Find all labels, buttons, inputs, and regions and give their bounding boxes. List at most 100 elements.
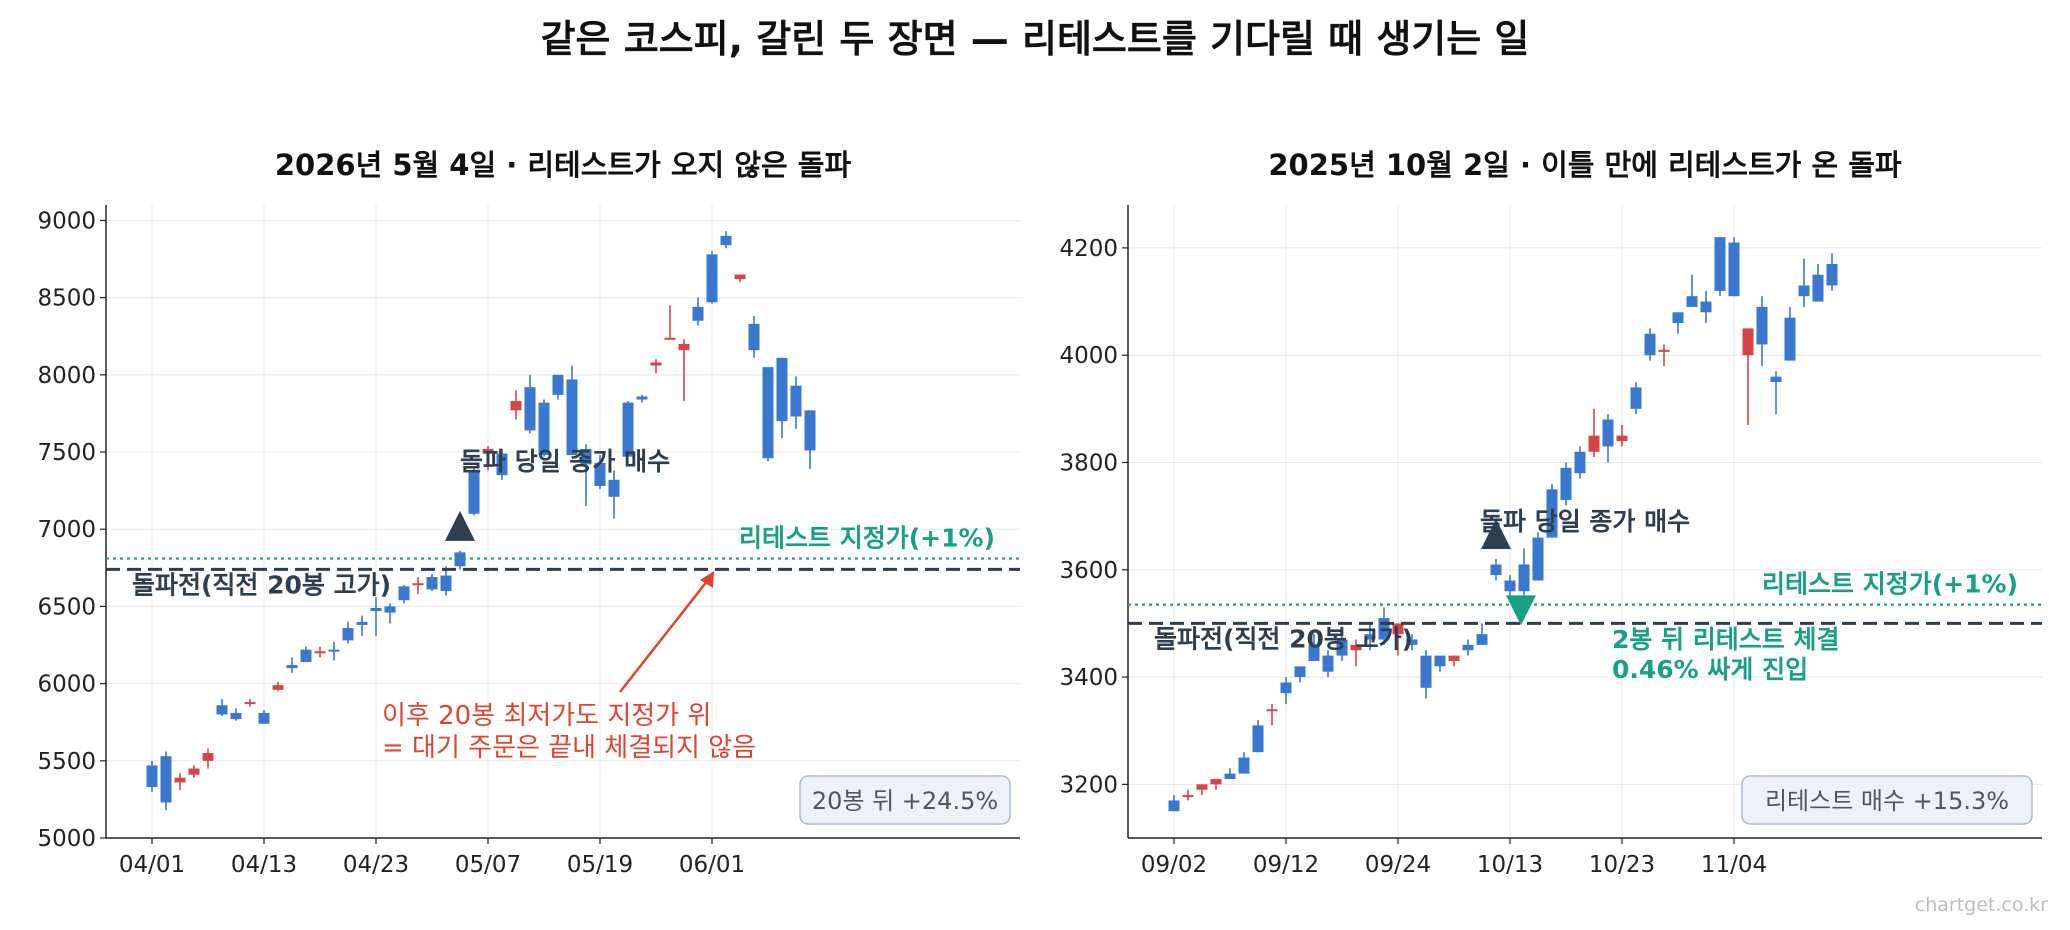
y-tick-label: 6000 [37, 672, 96, 698]
candle-body [426, 577, 438, 590]
candle [1182, 789, 1194, 801]
candle-body [468, 470, 480, 514]
candle [160, 751, 172, 811]
candle-body [1560, 467, 1572, 501]
candle [650, 359, 662, 374]
y-tick-label: 3200 [1059, 772, 1118, 798]
candle-body [734, 274, 746, 280]
candle-body [748, 323, 760, 351]
candle [482, 445, 494, 471]
main-title: 같은 코스피, 갈린 두 장면 — 리테스트를 기다릴 때 생기는 일 [540, 17, 1530, 61]
candle [1210, 778, 1222, 790]
candle-body [1672, 312, 1684, 324]
panel-title: 2026년 5월 4일 · 리테스트가 오지 않은 돌파 [275, 148, 852, 182]
candle [1322, 650, 1334, 678]
breakout-level-label: 돌파전(직전 20봉 고가) [1154, 624, 1413, 653]
candle [524, 374, 536, 434]
y-tick-label: 3600 [1059, 558, 1118, 584]
candle-body [1280, 682, 1292, 694]
candle [706, 251, 718, 304]
candle [1378, 607, 1390, 645]
candle-body [1252, 725, 1264, 753]
candle-body [692, 306, 704, 321]
candle [510, 390, 522, 420]
x-tick-label: 04/13 [231, 852, 297, 878]
candle-body [146, 765, 158, 788]
candle-body [1490, 564, 1502, 576]
x-tick-label: 09/12 [1253, 852, 1319, 878]
candle-body [216, 705, 228, 715]
candle [1532, 532, 1544, 581]
result-box [799, 775, 1011, 825]
candle-body [1476, 634, 1488, 645]
candle-body [412, 583, 424, 586]
candle [1364, 623, 1376, 651]
candle [636, 394, 648, 403]
x-tick-label: 06/01 [679, 852, 745, 878]
retest-fill-label: 2봉 뒤 리테스트 체결 [1612, 625, 1840, 654]
chart-panel-2: 3200 3400 3600 3800 4000 4200 09/02 09/12 09/24 1… [1059, 148, 2042, 878]
retest-fill-label: 0.46% 싸게 진입 [1612, 655, 1808, 684]
candle [468, 467, 480, 516]
candle [1546, 483, 1558, 538]
candle-body [1630, 387, 1642, 409]
candle [552, 374, 564, 400]
candle-body [1602, 419, 1614, 447]
candle-body [1812, 274, 1824, 302]
x-tick-label: 05/19 [567, 852, 633, 878]
watermark: chartget.co.kr [1914, 894, 2048, 916]
candle-body [706, 254, 718, 303]
x-tick-label: 04/01 [119, 852, 185, 878]
candle [1770, 371, 1782, 415]
x-tick-label: 10/13 [1477, 852, 1543, 878]
candle [244, 699, 256, 707]
candle [230, 708, 242, 721]
candle [580, 444, 592, 507]
candle-body [1728, 242, 1740, 297]
y-tick-label: 4200 [1059, 236, 1118, 262]
candle [1224, 768, 1236, 779]
candle [1392, 623, 1404, 656]
candle-body [1784, 317, 1796, 361]
candle [804, 410, 816, 470]
y-tick-label: 4000 [1059, 343, 1118, 369]
candle-body [1182, 795, 1194, 798]
candle-body [1462, 644, 1474, 651]
candle-body [1644, 333, 1656, 356]
breakout-buy-marker [445, 510, 475, 541]
candle [314, 646, 326, 658]
candle [1252, 719, 1264, 753]
candle-body [1616, 435, 1628, 442]
candle-body [1210, 778, 1222, 785]
candle [1476, 623, 1488, 645]
candle-body [1196, 784, 1208, 790]
candle [412, 577, 424, 595]
candle [1700, 290, 1712, 324]
candle [1462, 639, 1474, 656]
note-line: 이후 20봉 최저가도 지정가 위 [382, 701, 711, 731]
candle-body [440, 575, 452, 591]
candle [538, 399, 550, 457]
candle [440, 566, 452, 596]
candle [370, 597, 382, 636]
y-tick-label: 3400 [1059, 665, 1118, 691]
candle [1574, 446, 1586, 479]
candle-body [1518, 564, 1530, 592]
candle [398, 584, 410, 604]
note-line: = 대기 주문은 끝내 체결되지 않음 [382, 733, 756, 763]
result-label: 20봉 뒤 +24.5% [812, 787, 998, 815]
y-tick-label: 5500 [37, 749, 96, 775]
candle-body [580, 448, 592, 465]
candle [146, 760, 158, 792]
candle [1826, 253, 1838, 291]
candle [1490, 559, 1502, 581]
candle [174, 773, 186, 791]
candle-body [1448, 655, 1460, 661]
candle-body [1658, 349, 1670, 352]
candle [1686, 274, 1698, 307]
candle [1756, 296, 1768, 366]
candle [1672, 312, 1684, 334]
candle [594, 455, 606, 490]
candle [622, 401, 634, 457]
